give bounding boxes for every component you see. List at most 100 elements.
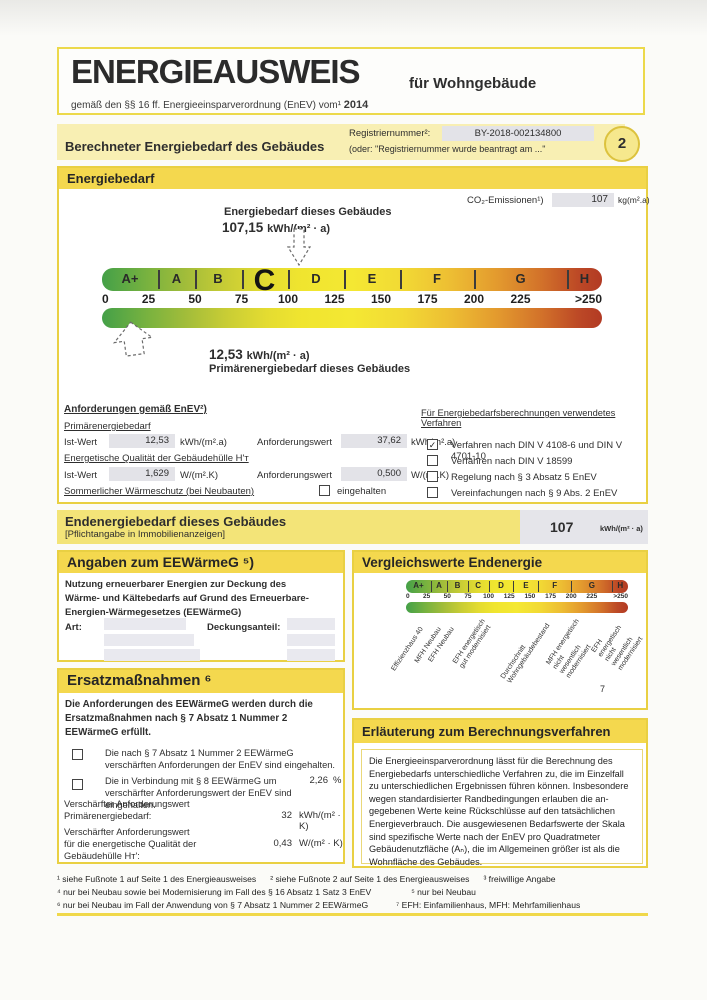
scale-class-c-current: C [253, 264, 276, 297]
scale-tick-175: 175 [417, 292, 438, 306]
scale-class-e: E [367, 271, 377, 286]
option2-unit: % [333, 775, 342, 786]
share-field-1[interactable] [287, 618, 335, 630]
option2-checkbox[interactable] [72, 779, 83, 790]
eewaermeg-header: Angaben zum EEWärmeG ⁵) [59, 552, 343, 573]
req2-label: Verschärfter Anforderungswert für die en… [64, 827, 197, 861]
share-field-3[interactable] [287, 649, 335, 661]
vergleichswerte-header: Vergleichswerte Endenergie [354, 552, 646, 573]
row1-req-value: 37,62 [341, 434, 407, 448]
art-field-2[interactable] [104, 634, 194, 646]
scale-tick-225: 225 [510, 292, 531, 306]
comparison-tick-row: 0 25 50 75 100 125 150 175 200 225 >250 [406, 593, 628, 602]
row1-ist-unit: kWh/(m².a) [180, 437, 227, 448]
comparison-divider [612, 581, 614, 592]
energiebedarf-box: Energiebedarf CO₂-Emissionen¹) 107 kg(m²… [57, 166, 650, 504]
primary-demand-number: 12,53 [209, 347, 243, 362]
comparison-label-efh-nicht-modernisiert: EFH energetisch nicht wesentlich moderni… [590, 624, 645, 672]
erlaeuterung-body: Die Energieeinsparverordnung lässt für d… [361, 749, 643, 867]
scale-divider [288, 270, 290, 289]
eewaermeg-description: Nutzung erneuerbarer Energien zur Deckun… [65, 579, 309, 618]
primary-demand-value: 12,53 kWh/(m² · a) [209, 347, 310, 362]
ersatzmassnahmen-intro: Die Anforderungen des EEWärmeG werden du… [65, 699, 313, 738]
row2-req-value: 0,500 [341, 467, 407, 481]
row2-req-label: Anforderungswert [257, 470, 332, 481]
scale-divider [241, 270, 244, 289]
section-bar: Berechneter Energiebedarf des Gebäudes R… [57, 124, 625, 160]
method-din4108-checkbox[interactable]: ✓ [427, 439, 438, 450]
comparison-label-efh-modernisiert: EFH energetisch gut modernisiert [452, 618, 493, 670]
methods-heading: Für Energiebedarfsberechnungen verwendet… [421, 408, 616, 428]
co2-emissions-value: 107 [552, 193, 614, 207]
regulation-note-text: gemäß den §§ 16 ff. Energieeinsparverord… [71, 100, 344, 111]
summer-heat-protection-heading: Sommerlicher Wärmeschutz (bei Neubauten) [64, 486, 255, 497]
comparison-footnote-ref: 7 [600, 684, 606, 694]
row2-ist-value: 1,629 [109, 467, 175, 481]
comparison-class-e: E [523, 581, 529, 590]
scale-tick-150: 150 [370, 292, 392, 306]
primary-demand-label: Primärenergiebedarf dieses Gebäudes [209, 363, 411, 375]
scale-tick-125: 125 [324, 292, 345, 306]
method-regelung-label: Regelung nach § 3 Absatz 5 EnEV [451, 472, 597, 483]
scale-tick-row: 0 25 50 75 100 125 150 175 200 225 >250 [102, 291, 602, 308]
summer-heat-protection-checkbox[interactable] [319, 485, 330, 496]
scale-class-g: G [515, 271, 526, 286]
title-box: ENERGIEAUSWEIS für Wohngebäude gemäß den… [57, 47, 645, 115]
primary-demand-unit: kWh/(m² · a) [246, 350, 310, 362]
footnote-line-3: ⁶ nur bei Neubau im Fall der Anwendung v… [57, 899, 648, 912]
method-vereinfachungen-checkbox[interactable] [427, 487, 438, 498]
comparison-divider [513, 581, 515, 592]
comparison-divider [538, 581, 540, 592]
share-field-2[interactable] [287, 634, 335, 646]
method-vereinfachungen-label: Vereinfachungen nach § 9 Abs. 2 EnEV [451, 488, 618, 499]
comparison-tick: 75 [464, 593, 472, 600]
building-demand-value: 107,15 kWh/(m² · a) [222, 220, 330, 235]
scale-class-bar: A+ A B C D E F G H [102, 264, 602, 297]
section-title: Berechneter Energiebedarf des Gebäudes [65, 139, 325, 154]
footnotes: ¹ siehe Fußnote 1 auf Seite 1 des Energi… [57, 873, 648, 912]
registration-number-value: BY-2018-002134800 [442, 126, 594, 141]
requirements-heading: Anforderungen gemäß EnEV²) [64, 404, 207, 415]
art-field-1[interactable] [104, 618, 186, 630]
comparison-divider [488, 581, 490, 592]
building-demand-label: Energiebedarf dieses Gebäudes [224, 206, 392, 218]
comparison-tick: >250 [613, 593, 628, 600]
document-subtitle: für Wohngebäude [409, 75, 537, 92]
scale-divider [474, 270, 476, 289]
scale-tick-0: 0 [102, 292, 109, 306]
comparison-tick: 150 [524, 593, 536, 600]
option1-checkbox[interactable] [72, 749, 83, 760]
scale-divider [344, 270, 346, 289]
ersatzmassnahmen-box: Ersatzmaßnahmen ⁶ Die Anforderungen des … [57, 668, 345, 864]
comparison-class-f: F [552, 581, 558, 590]
scale-class-a: A [171, 271, 182, 286]
comparison-tick: 100 [483, 593, 495, 600]
endenergiebedarf-subtitle: [Pflichtangabe in Immobilienanzeigen] [65, 529, 226, 540]
registration-alt-note: (oder: "Registriernummer wurde beantragt… [349, 144, 546, 154]
footnote-6: ⁶ nur bei Neubau im Fall der Anwendung v… [57, 900, 369, 910]
scale-divider [399, 270, 402, 289]
method-regelung-checkbox[interactable] [427, 471, 438, 482]
footnote-line-2: ⁴ nur bei Neubau sowie bei Modernisierun… [57, 886, 648, 899]
method-din18599-checkbox[interactable] [427, 455, 438, 466]
comparison-tick: 0 [406, 593, 410, 600]
footnote-line-1: ¹ siehe Fußnote 1 auf Seite 1 des Energi… [57, 873, 648, 886]
comparison-tick: 200 [565, 593, 577, 600]
energy-efficiency-scale: A+ A B C D E F G H 0 25 50 [102, 264, 602, 328]
regulation-note: gemäß den §§ 16 ff. Energieeinsparverord… [71, 99, 368, 111]
footnote-7: ⁷ EFH: Einfamilienhaus, MFH: Mehrfamilie… [396, 900, 581, 910]
option2-label: Die in Verbindung mit § 8 EEWärmeG um ve… [105, 776, 292, 810]
scale-divider [195, 270, 197, 289]
req1-value: 32 [281, 810, 292, 821]
ersatzmassnahmen-header: Ersatzmaßnahmen ⁶ [59, 670, 343, 693]
scale-tick-100: 100 [277, 292, 299, 306]
endenergiebedarf-unit: kWh/(m² · a) [600, 524, 643, 533]
art-field-3[interactable] [104, 649, 200, 661]
comparison-divider [571, 581, 573, 592]
footnote-4: ⁴ nur bei Neubau sowie bei Modernisierun… [57, 887, 372, 897]
scale-tick-50: 50 [188, 292, 202, 306]
comparison-class-b: B [454, 581, 461, 590]
comparison-tick: 25 [423, 593, 431, 600]
comparison-class-a: A [436, 581, 442, 590]
